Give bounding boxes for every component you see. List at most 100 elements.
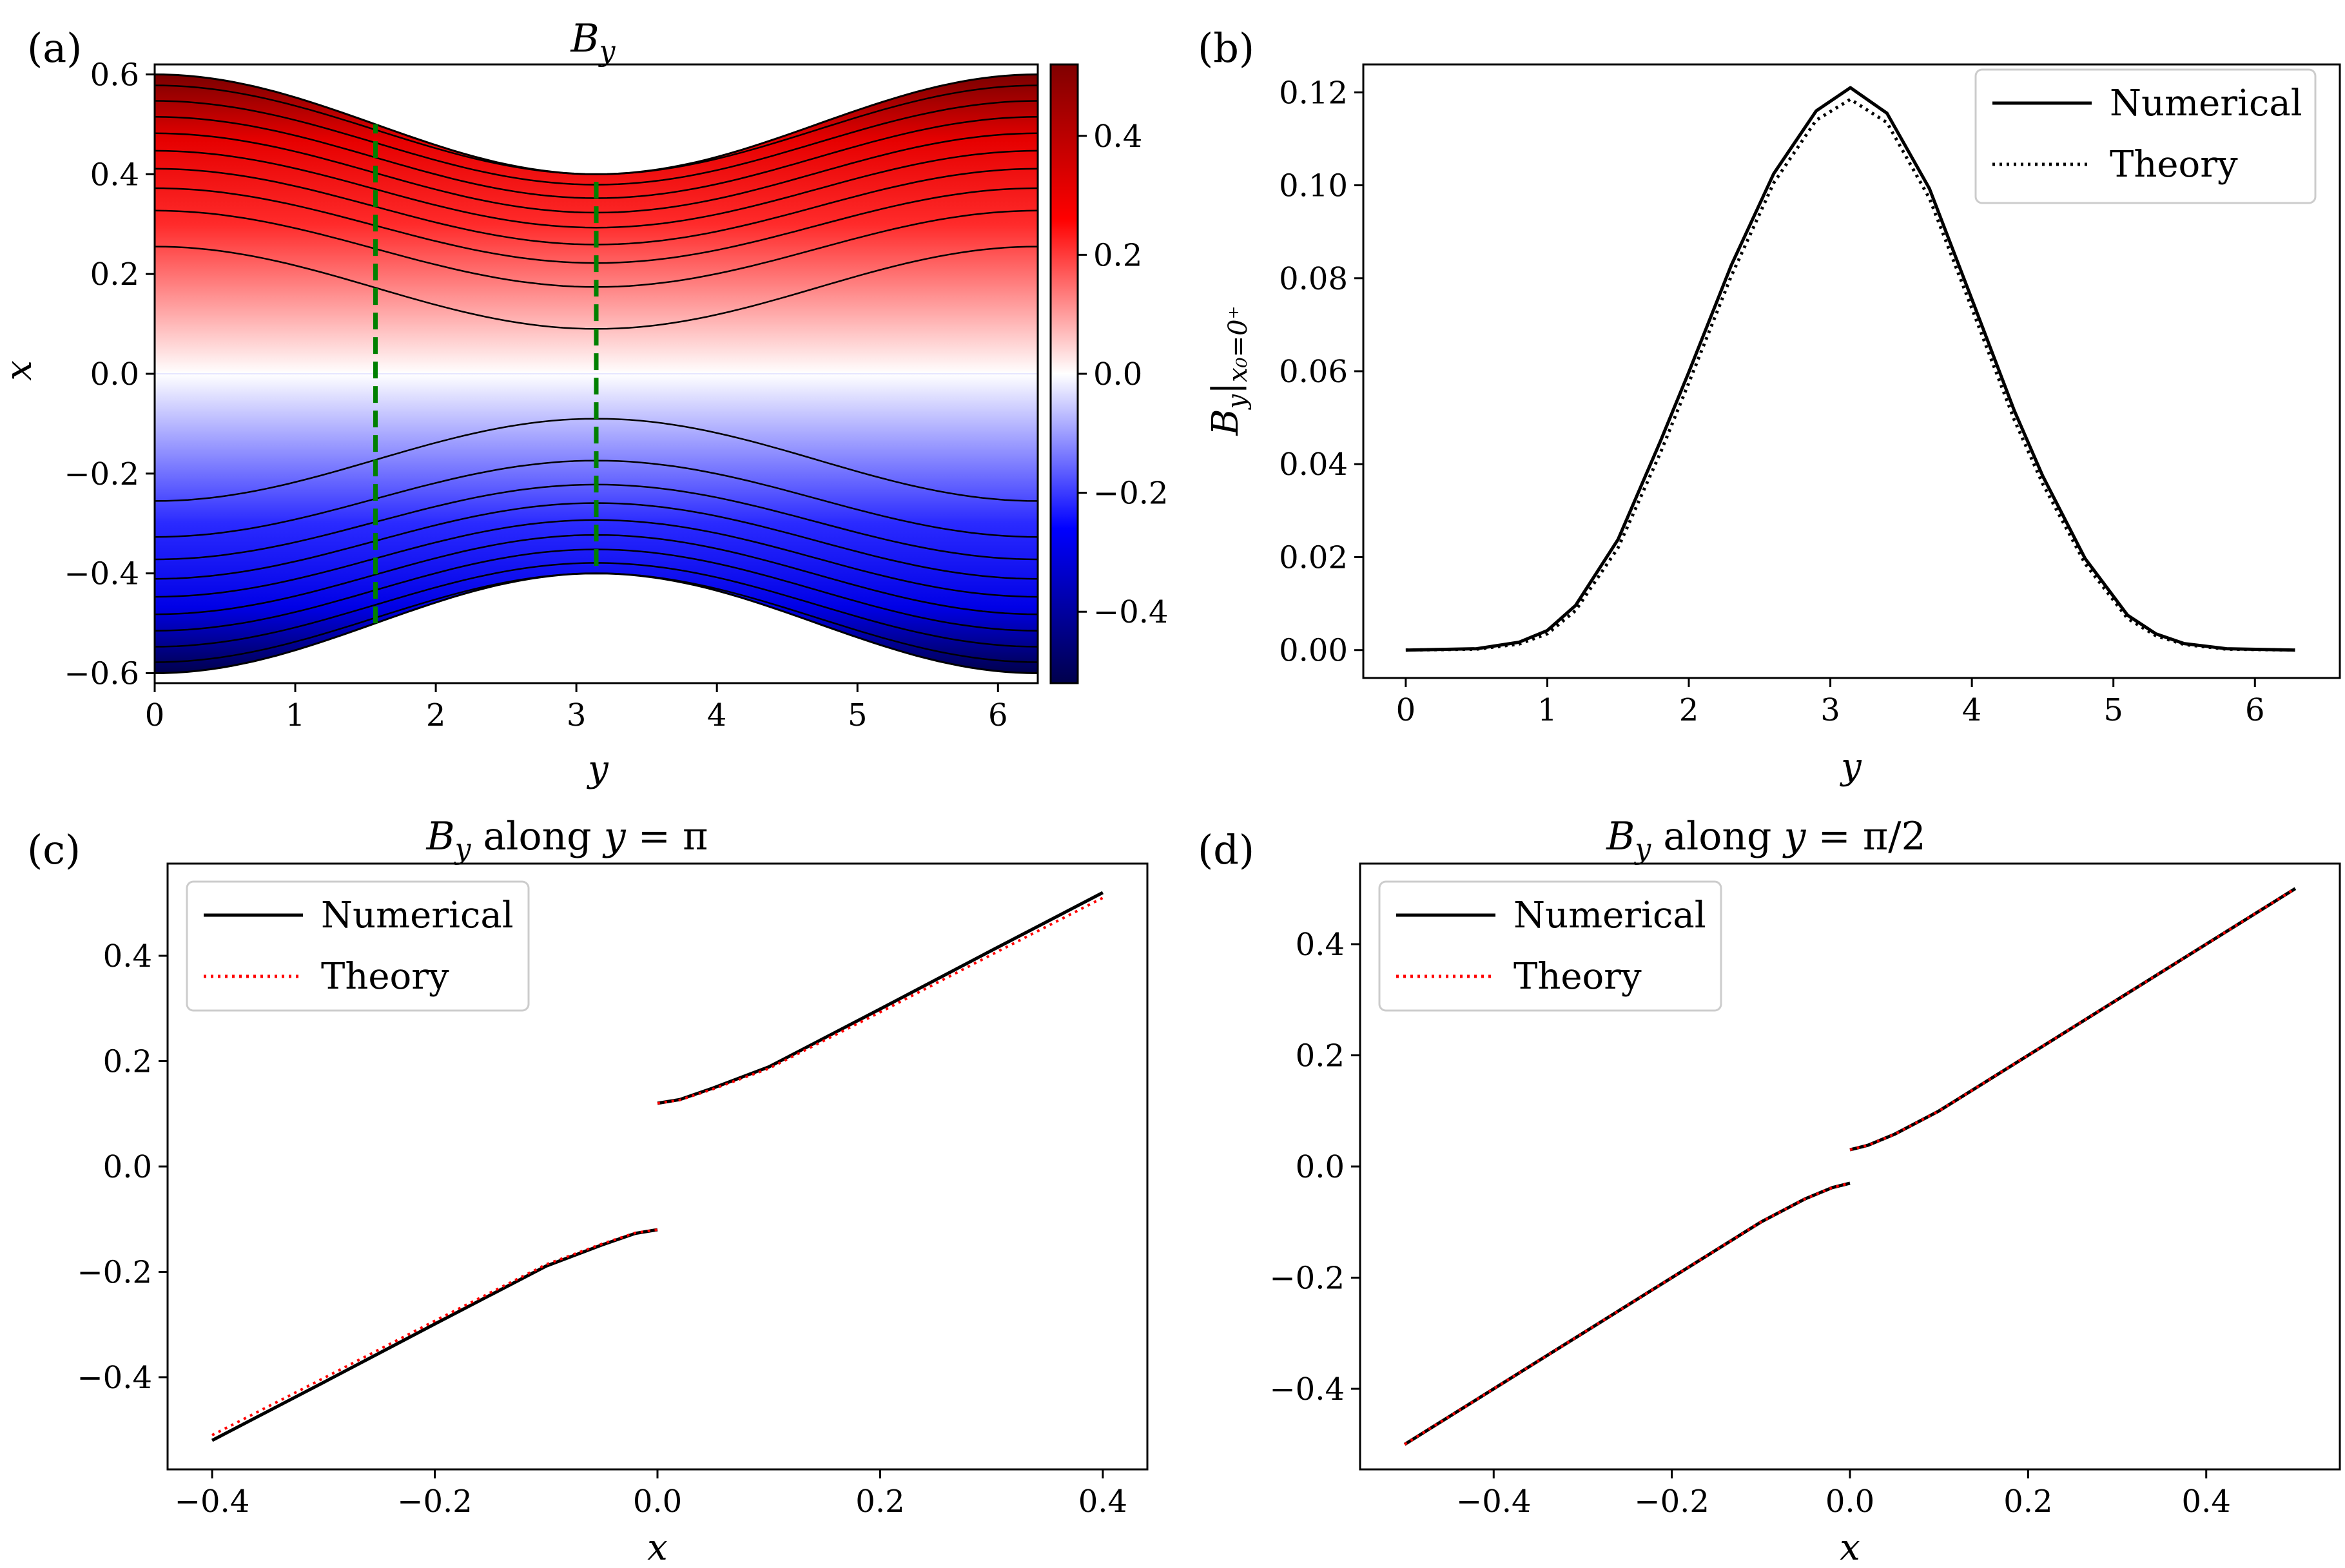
ylabel-b-eval: x₀=0⁺ [1223,305,1253,382]
y-tick-label: −0.4 [1269,1371,1345,1408]
panel-label-d: (d) [1198,826,1254,873]
y-tick-label: −0.4 [64,556,139,592]
y-tick-label: 0.10 [1279,168,1348,204]
ylabel-b: By|x₀=0⁺ [1205,305,1253,436]
x-tick-label: 0.4 [2182,1484,2231,1520]
y-tick-label: −0.2 [1269,1260,1345,1296]
title-a-main: B [570,16,599,61]
colorbar-ticks: 0.4 0.2 0.0 −0.2 −0.4 [1078,119,1169,630]
x-ticks-a: 0 1 2 3 4 5 6 [145,683,1008,733]
title-part: y [454,833,472,866]
y-ticks-a: 0.6 0.4 0.2 0.0 −0.2 −0.4 −0.6 [64,57,155,692]
legend-d: Numerical Theory [1378,880,1722,1012]
x-tick-label: −0.4 [175,1484,250,1520]
y-tick-label: 0.0 [103,1149,152,1185]
contour-line [155,519,1038,598]
legend-label-numerical: Numerical [2110,82,2302,124]
series-numerical [1405,86,2295,652]
y-tick-label: −0.2 [64,456,139,492]
title-part: y [602,814,627,859]
y-tick-label: 0.2 [1296,1038,1345,1074]
legend-b: Numerical Theory [1974,68,2317,204]
series-theory-segment [657,896,1104,1105]
x-tick-label: −0.2 [1634,1484,1709,1520]
title-part: = π/2 [1805,814,1925,859]
xlabel-b: y [1839,746,1862,788]
colorbar-tick-label: −0.4 [1093,594,1169,630]
domain-boundary [155,572,1038,674]
x-tick-label: 3 [1820,692,1840,728]
y-tick-label: 0.02 [1279,539,1348,576]
y-tick-label: −0.6 [64,656,139,692]
domain-boundary [155,73,1038,175]
x-tick-label: 0.2 [855,1484,904,1520]
colorbar-tick-label: 0.0 [1093,356,1142,392]
title-part: B [426,814,455,859]
title-part: y [1782,814,1807,859]
y-tick-label: 0.04 [1279,447,1348,483]
x-tick-label: 1 [1537,692,1557,728]
title-part: = π [626,814,708,859]
title-part: B [1606,814,1635,859]
x-tick-label: 5 [848,697,868,733]
legend-label-theory: Theory [2110,144,2238,186]
x-tick-label: 2 [426,697,446,733]
vertical-markers [373,124,599,624]
x-tick-label: 0.2 [2003,1484,2052,1520]
panel-d-line-chart: −0.4 −0.2 0.0 0.2 0.4 0.4 0.2 0.0 −0.2 −0.4 By a… [1269,814,2341,1568]
x-ticks-b: 0 1 2 3 4 5 6 [1396,678,2265,728]
panel-label-c: (c) [27,826,81,873]
series-lines-d [1403,887,2297,1446]
title-part: along [471,814,603,859]
x-tick-label: 0.4 [1078,1484,1127,1520]
y-tick-label: 0.0 [90,356,139,392]
ylabel-b-main: B [1205,409,1247,436]
series-theory-segment [211,1228,658,1437]
colorbar-tick-label: 0.2 [1093,237,1142,273]
x-tick-label: 6 [2245,692,2265,728]
x-tick-label: 4 [1962,692,1982,728]
legend-label-numerical: Numerical [1513,895,1706,936]
x-tick-label: 1 [286,697,306,733]
colorbar-tick-label: 0.4 [1093,119,1142,155]
y-tick-label: 0.4 [103,938,152,974]
x-tick-label: 0.0 [633,1484,682,1520]
series-theory [1405,97,2295,652]
x-tick-label: 0 [145,697,165,733]
legend-label-theory: Theory [321,956,449,998]
panel-label-b: (b) [1198,24,1254,72]
ylabel-b-sub: y [1222,394,1252,411]
y-tick-label: −0.2 [77,1254,152,1290]
colorbar-tick-label: −0.2 [1093,476,1169,512]
title-a-sub: y [598,35,616,68]
y-tick-label: −0.4 [77,1360,152,1396]
series-lines-c [211,891,1104,1442]
series-numerical-segment [1849,887,2297,1152]
y-tick-label: 0.6 [90,57,139,93]
x-tick-label: 3 [567,697,587,733]
contour-line [155,150,1038,229]
legend-label-theory: Theory [1513,956,1642,998]
panel-label-a: (a) [27,24,82,72]
panel-c-line-chart: −0.4 −0.2 0.0 0.2 0.4 0.4 0.2 0.0 −0.2 −0.4 By a… [77,814,1149,1568]
y-tick-label: 0.2 [90,256,139,293]
xlabel-c: x [647,1527,668,1568]
y-ticks-c: 0.4 0.2 0.0 −0.2 −0.4 [77,938,168,1396]
ylabel-b-bar: | [1205,382,1247,394]
series-lines-b [1405,86,2295,652]
x-tick-label: 5 [2103,692,2123,728]
legend-c: Numerical Theory [186,880,530,1012]
series-numerical-segment [657,891,1104,1105]
x-tick-label: 0 [1396,692,1416,728]
title-part: along [1651,814,1784,859]
title-a: By [570,16,616,68]
x-tick-label: 4 [707,697,727,733]
x-tick-label: −0.4 [1456,1484,1532,1520]
panel-b-line-chart: 0 1 2 3 4 5 6 0.00 0.02 0.04 0.06 0.08 0.10 0.12 y B… [1205,63,2341,788]
xlabel-a: y [586,748,609,790]
y-tick-label: 0.2 [103,1044,152,1080]
y-tick-label: 0.06 [1279,354,1348,390]
y-tick-label: 0.4 [1296,927,1345,963]
x-ticks-c: −0.4 −0.2 0.0 0.2 0.4 [175,1469,1127,1520]
